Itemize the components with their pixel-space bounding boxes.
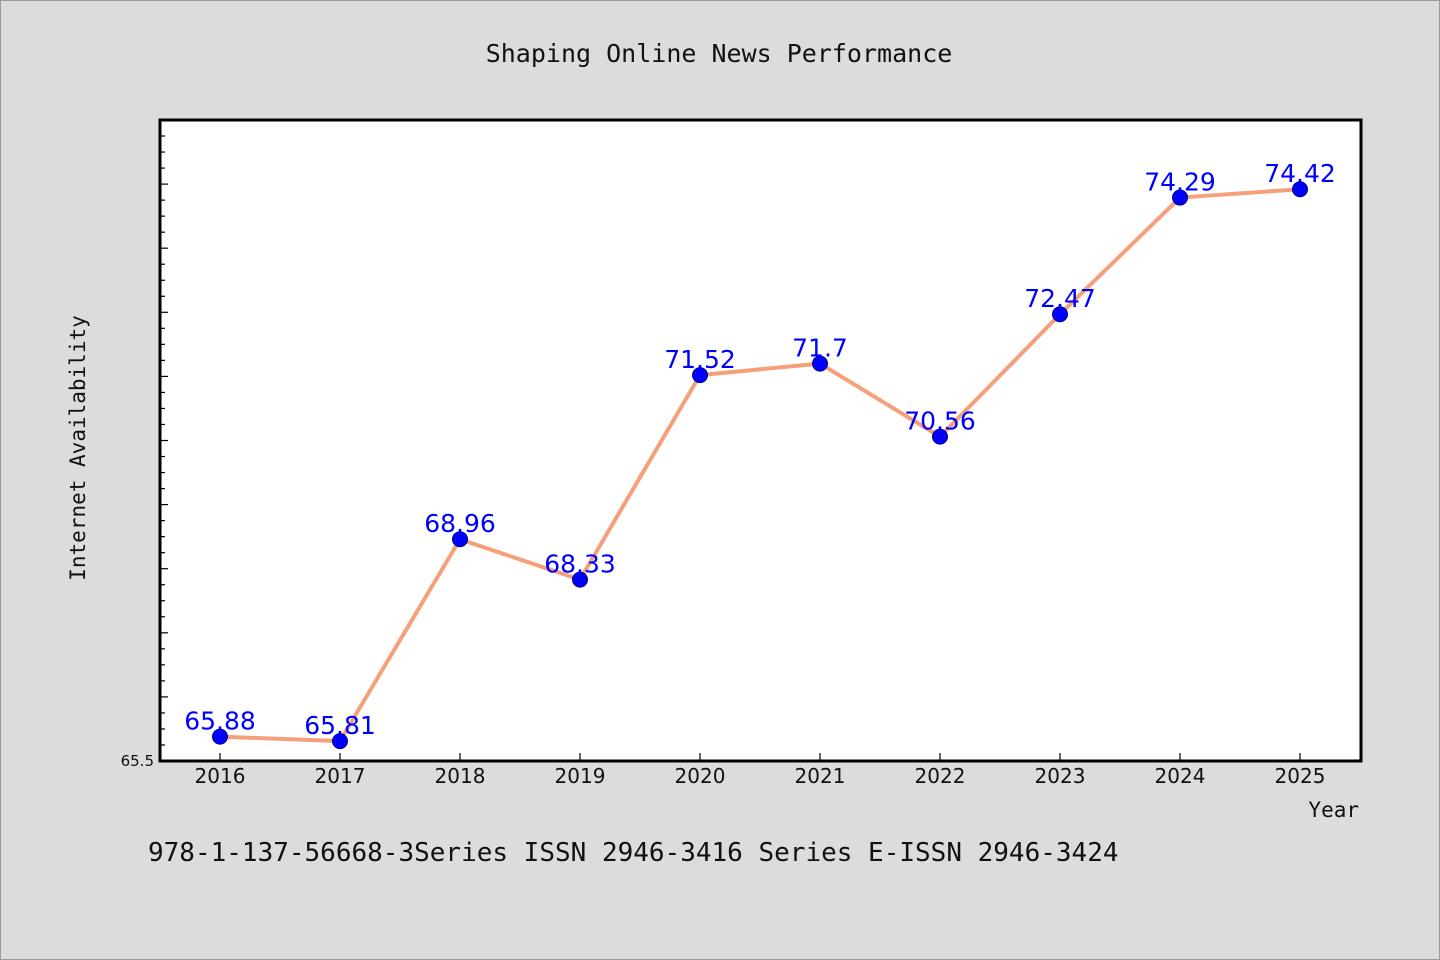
data-point-2017 xyxy=(332,733,348,750)
y-tick-label: 65.5 xyxy=(121,752,154,770)
data-label-2020: 71.52 xyxy=(664,345,736,374)
data-label-2022: 70.56 xyxy=(904,407,976,436)
data-point-2024 xyxy=(1172,189,1188,206)
data-label-2024: 74.29 xyxy=(1144,168,1216,197)
x-tick-label-2023: 2023 xyxy=(1035,764,1086,788)
y-axis-ticks: 65.5 xyxy=(121,119,168,770)
data-label-2021: 71.7 xyxy=(792,334,848,363)
series-layer: 65.88 65.81 68.96 68.33 71.52 71.7 70.56 72.47 7… xyxy=(184,159,1336,750)
data-point-2022 xyxy=(932,428,948,445)
footer-isbn-text: 978-1-137-56668-3Series ISSN 2946-3416 S… xyxy=(148,838,1119,868)
x-axis-ticks: 2016 2017 2018 2019 2020 2021 2022 2023 2024 2025 xyxy=(195,753,1326,788)
x-tick-label-2018: 2018 xyxy=(435,764,486,788)
x-tick-label-2025: 2025 xyxy=(1275,764,1326,788)
data-label-2025: 74.42 xyxy=(1264,159,1336,188)
data-point-2019 xyxy=(572,571,588,588)
chart-title: Shaping Online News Performance xyxy=(486,39,953,68)
data-point-2021 xyxy=(812,355,828,372)
data-label-2016: 65.88 xyxy=(184,707,256,736)
data-point-2016 xyxy=(212,728,228,745)
x-tick-label-2019: 2019 xyxy=(555,764,606,788)
data-point-2020 xyxy=(692,367,708,384)
x-axis-title: Year xyxy=(1308,798,1359,822)
series-line xyxy=(218,187,1302,744)
x-tick-label-2024: 2024 xyxy=(1155,764,1206,788)
data-point-2025 xyxy=(1292,181,1308,198)
data-label-2018: 68.96 xyxy=(424,509,496,538)
x-tick-label-2022: 2022 xyxy=(915,764,966,788)
x-tick-label-2016: 2016 xyxy=(195,764,246,788)
data-label-2023: 72.47 xyxy=(1024,284,1096,313)
x-tick-label-2020: 2020 xyxy=(675,764,726,788)
x-tick-label-2021: 2021 xyxy=(795,764,846,788)
data-label-2019: 68.33 xyxy=(544,550,616,579)
data-label-2017: 65.81 xyxy=(304,711,376,740)
plot-area xyxy=(158,118,1363,763)
data-point-2023 xyxy=(1052,306,1068,323)
x-tick-label-2017: 2017 xyxy=(315,764,366,788)
data-point-2018 xyxy=(452,531,468,548)
y-axis-title: Internet Availability xyxy=(66,315,90,581)
